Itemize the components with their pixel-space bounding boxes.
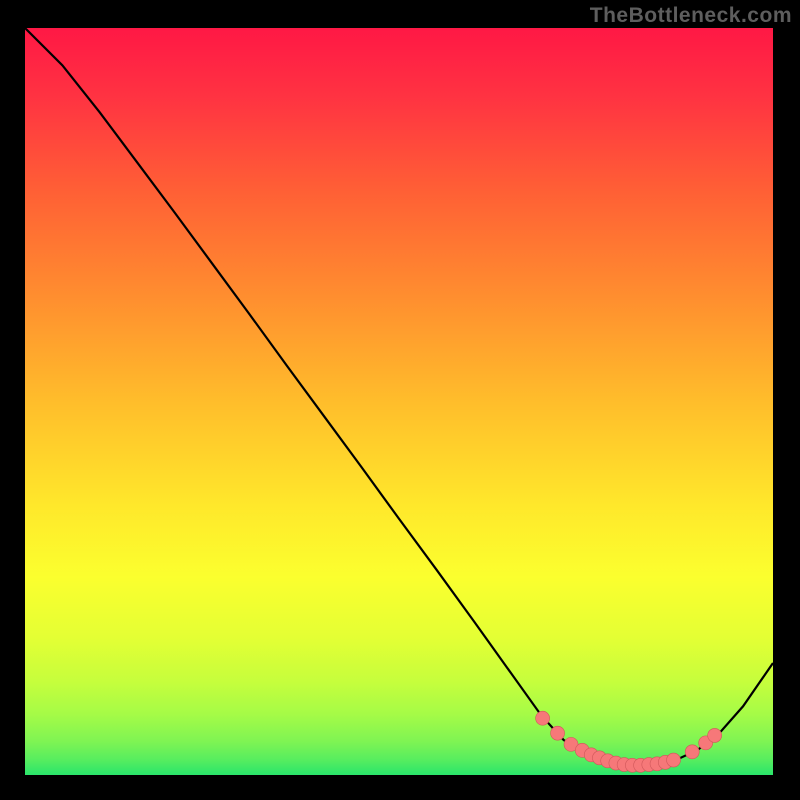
bottleneck-chart (0, 0, 800, 800)
marker-dot (551, 726, 565, 740)
marker-dot (708, 728, 722, 742)
marker-dot (536, 711, 550, 725)
chart-container: TheBottleneck.com (0, 0, 800, 800)
marker-dot (685, 745, 699, 759)
plot-background-gradient (25, 28, 773, 775)
marker-dot (667, 753, 681, 767)
watermark-text: TheBottleneck.com (590, 4, 792, 28)
